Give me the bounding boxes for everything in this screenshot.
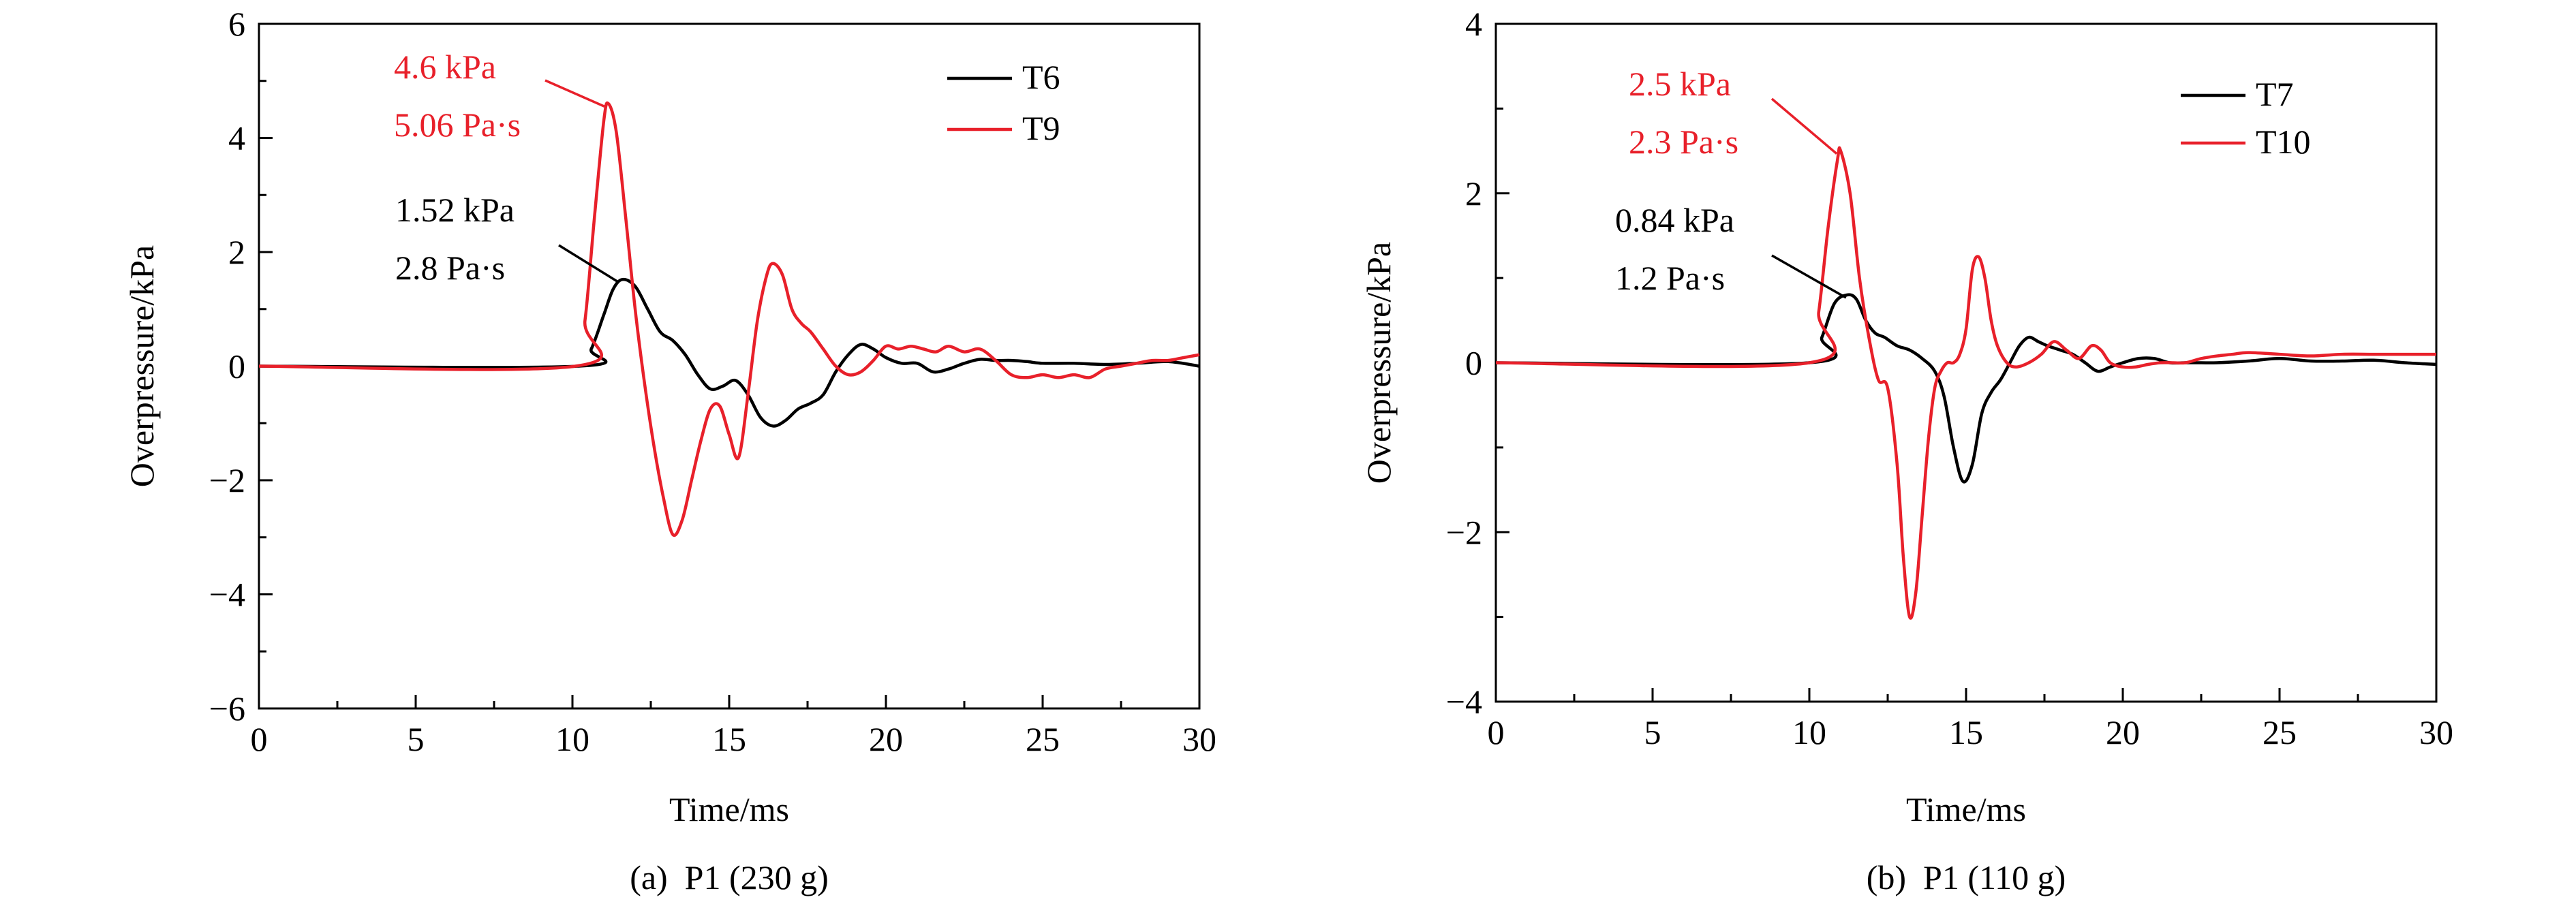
- annotation-leader: [558, 244, 619, 283]
- series-lines: [258, 101, 1200, 537]
- series-line-t7: [1495, 293, 2437, 484]
- series-lines: [1495, 146, 2437, 620]
- annotation-peak: 2.5 kPa: [1629, 65, 1731, 103]
- x-tick-label: 20: [2106, 713, 2140, 751]
- legend-label: T9: [1022, 109, 1060, 147]
- y-tick-label: 2: [228, 233, 245, 271]
- legend-label: T10: [2256, 123, 2311, 161]
- annotation-peak: 4.6 kPa: [394, 48, 496, 86]
- chart-panel-b: 0 5 10 15 20 25 30 −4 −2 0 2 4 2.5 kPa 2.3 Pa·s 0.84 …: [1360, 5, 2453, 896]
- series-line-t10: [1495, 146, 2436, 620]
- annotation-peak: 1.52 kPa: [395, 191, 515, 229]
- x-tick-label: 10: [1792, 713, 1826, 751]
- y-tick-label: −4: [1446, 683, 1482, 721]
- annotation-impulse: 1.2 Pa·s: [1615, 259, 1725, 297]
- legend-label: T6: [1022, 58, 1060, 96]
- x-tick-label: 15: [1949, 713, 1983, 751]
- annotation-impulse: 5.06 Pa·s: [394, 106, 521, 144]
- annotation-leader: [545, 79, 605, 108]
- y-tick-label: 0: [1465, 344, 1482, 382]
- legend-label: T7: [2256, 75, 2294, 113]
- annotation-leader: [1771, 254, 1847, 299]
- x-axis-label: Time/ms: [669, 790, 789, 828]
- y-tick-label: −2: [1446, 513, 1482, 551]
- x-tick-label: 15: [712, 720, 746, 758]
- y-tick-label: −2: [209, 461, 245, 499]
- y-tick-label: 6: [228, 5, 245, 43]
- annotation-leader: [1770, 97, 1838, 155]
- y-tick-label: 2: [1465, 174, 1482, 213]
- x-tick-label: 30: [2419, 713, 2453, 751]
- y-tick-label: −6: [209, 689, 245, 728]
- x-tick-label: 25: [2263, 713, 2297, 751]
- y-tick-label: 0: [228, 347, 245, 386]
- panel-caption: (a) P1 (230 g): [630, 858, 829, 896]
- annotations: 2.5 kPa 2.3 Pa·s 0.84 kPa 1.2 Pa·s: [1615, 65, 1847, 299]
- x-tick-label: 30: [1182, 720, 1216, 758]
- tick-labels: 0 5 10 15 20 25 30 −4 −2 0 2 4: [1446, 5, 2453, 751]
- chart-panel-a: 0 5 10 15 20 25 30 −6 −4 −2 0 2 4 6 4.6 kPa 5.06 Pa·s 1…: [123, 5, 1216, 896]
- annotation-peak: 0.84 kPa: [1615, 201, 1734, 239]
- series-line-t6: [258, 277, 1200, 428]
- series-line-t9: [258, 101, 1200, 537]
- x-tick-label: 0: [251, 720, 268, 758]
- annotation-impulse: 2.3 Pa·s: [1629, 123, 1738, 161]
- x-tick-label: 0: [1488, 713, 1505, 751]
- y-axis-label: Overpressure/kPa: [1360, 242, 1398, 484]
- y-tick-label: 4: [1465, 5, 1482, 43]
- annotation-impulse: 2.8 Pa·s: [395, 249, 505, 287]
- annotations: 4.6 kPa 5.06 Pa·s 1.52 kPa 2.8 Pa·s: [394, 48, 619, 287]
- x-tick-label: 10: [555, 720, 589, 758]
- x-tick-label: 5: [408, 720, 425, 758]
- x-tick-label: 25: [1026, 720, 1060, 758]
- panel-caption: (b) P1 (110 g): [1867, 858, 2066, 896]
- tick-labels: 0 5 10 15 20 25 30 −6 −4 −2 0 2 4 6: [209, 5, 1216, 758]
- x-axis-label: Time/ms: [1906, 790, 2026, 828]
- y-tick-label: −4: [209, 576, 245, 614]
- y-tick-label: 4: [228, 119, 245, 157]
- x-tick-label: 5: [1644, 713, 1661, 751]
- x-tick-label: 20: [869, 720, 903, 758]
- y-axis-label: Overpressure/kPa: [123, 245, 161, 487]
